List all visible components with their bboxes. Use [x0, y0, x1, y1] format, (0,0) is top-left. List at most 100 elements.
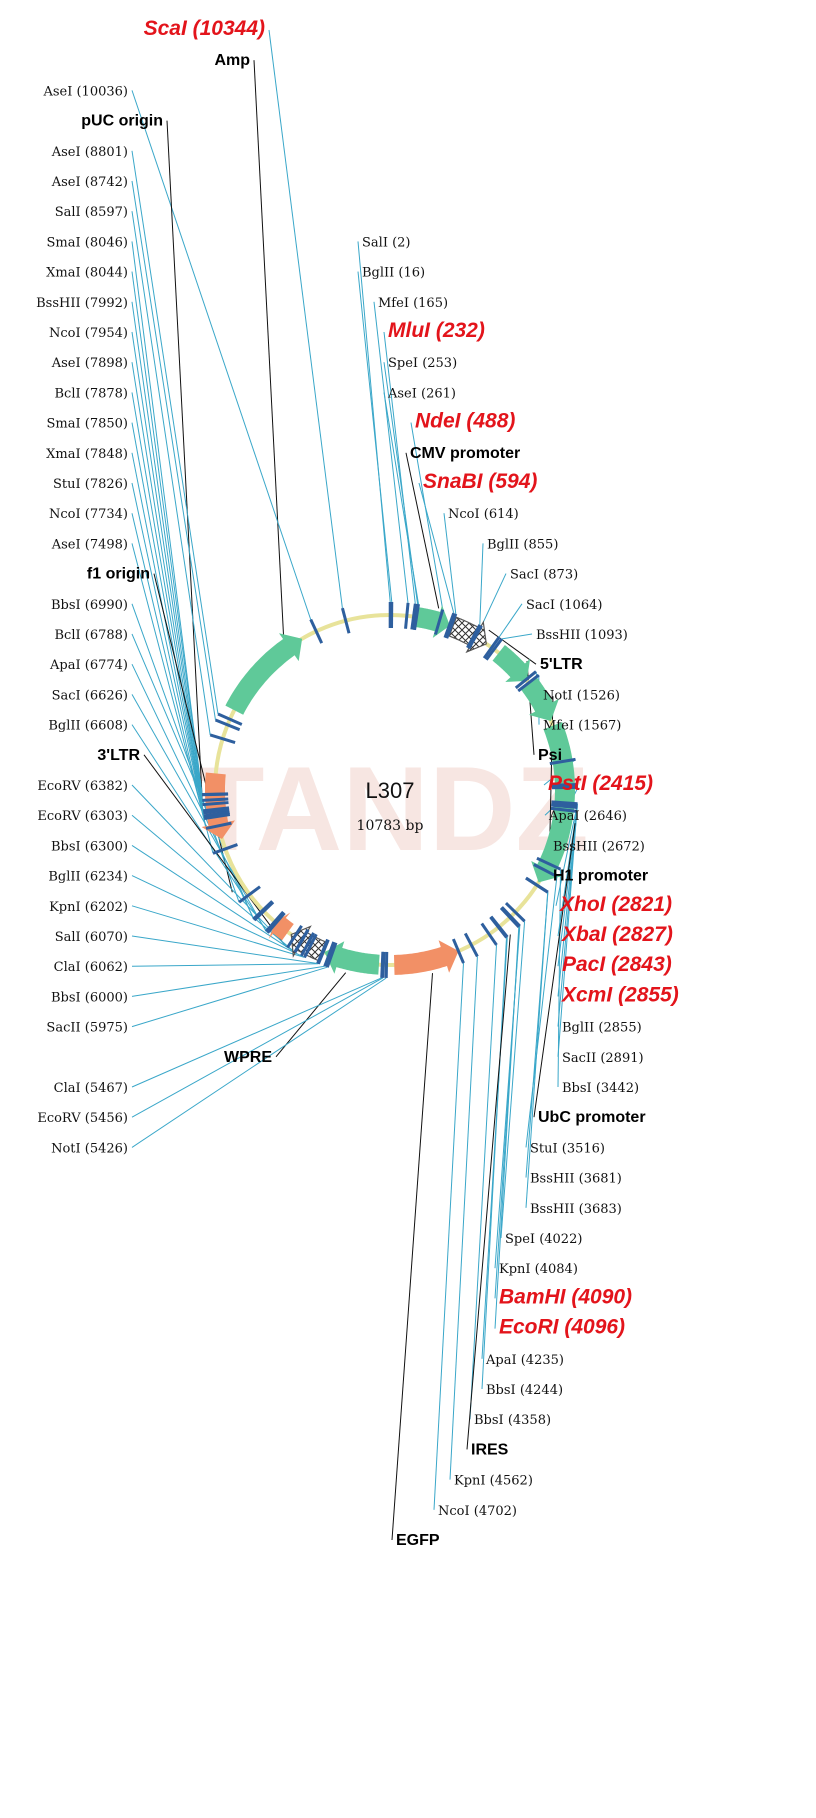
site-label-smai-7850: SmaI (7850) [47, 417, 128, 432]
leader-line-asei-10036 [131, 90, 312, 620]
site-tick-bbsi-6990 [238, 885, 261, 904]
site-label-mlui-232: MluI (232) [388, 319, 485, 342]
site-label-bglii-6234: BglII (6234) [48, 870, 128, 885]
leader-line-ires [466, 934, 511, 1450]
site-label-asei-7498: AseI (7498) [51, 537, 128, 552]
leader-line-wpre [275, 972, 347, 1058]
site-tick-bbsi-4358 [480, 922, 498, 946]
site-label-snabi-594: SnaBI (594) [423, 470, 537, 493]
feature-label-ubc-promoter: UbC promoter [538, 1109, 646, 1126]
leader-line-ncoi-614 [443, 513, 457, 614]
site-label-sacii-2891: SacII (2891) [562, 1051, 644, 1066]
feature-label-wpre: WPRE [224, 1049, 272, 1066]
site-tick-spei-4022 [504, 902, 526, 923]
site-tick-noti-1526 [514, 670, 537, 690]
leader-line-kpni-4562 [449, 956, 478, 1480]
site-label-bsshii-3683: BssHII (3683) [530, 1202, 622, 1217]
leader-line-bsshii-1093 [501, 633, 533, 640]
site-tick-saci-1064 [482, 636, 501, 660]
site-label-sali-2: SalI (2) [362, 235, 411, 250]
site-tick-apai-2646 [551, 783, 578, 787]
leader-line-5-ltr [488, 629, 537, 665]
site-label-bsshii-1093: BssHII (1093) [536, 628, 628, 643]
site-label-sali-8597: SalI (8597) [55, 205, 128, 220]
leader-line-xmai-8044 [131, 271, 203, 795]
site-label-scai-10344: ScaI (10344) [144, 17, 265, 40]
site-label-clai-5467: ClaI (5467) [54, 1081, 128, 1096]
site-label-bbsi-4358: BbsI (4358) [474, 1413, 551, 1428]
leader-line-sacii-2891 [557, 811, 578, 1057]
site-tick-bsshii-3683 [525, 876, 549, 894]
site-tick-bbsi-6000 [323, 941, 336, 967]
leader-line-bbsi-4358 [469, 944, 497, 1420]
plasmid-name: L307 [366, 778, 415, 803]
leader-line-xhoi-2821 [555, 803, 578, 906]
leader-line-amp [253, 60, 284, 636]
site-tick-kpni-6202 [303, 933, 318, 959]
site-label-noti-1526: NotI (1526) [543, 688, 620, 703]
feature-label-5-ltr: 5'LTR [540, 656, 583, 673]
site-label-bsshii-3681: BssHII (3681) [530, 1172, 622, 1187]
site-tick-bcli-7878 [203, 808, 230, 815]
site-tick-psti-2415 [549, 757, 576, 766]
leader-line-bbsi-3442 [557, 869, 561, 1088]
site-label-bcli-6788: BclI (6788) [55, 628, 129, 643]
site-tick-xmai-8044 [202, 792, 229, 797]
feature-psi [492, 645, 531, 682]
leader-line-ubc-promoter [533, 823, 576, 1118]
leader-line-xmai-7848 [131, 452, 205, 817]
site-tick-ecorv-5456 [381, 951, 386, 978]
site-label-xmai-8044: XmaI (8044) [46, 266, 128, 281]
site-tick-ecorv-6382 [286, 924, 303, 949]
leader-line-clai-5467 [131, 977, 382, 1088]
feature-5-ltr [448, 616, 487, 654]
site-tick-bglii-2855 [551, 803, 578, 809]
site-tick-asei-7498 [212, 843, 238, 855]
site-tick-mfei-1567 [517, 673, 540, 693]
site-label-asei-10036: AseI (10036) [42, 84, 128, 99]
site-tick-bbsi-3442 [536, 856, 562, 871]
site-label-xhoi-2821: XhoI (2821) [559, 893, 672, 916]
site-tick-bbsi-6300 [293, 929, 310, 954]
site-label-mfei-1567: MfeI (1567) [543, 719, 621, 734]
leader-line-bsshii-3683 [525, 892, 549, 1208]
feature-label-ires: IRES [471, 1441, 509, 1458]
leader-line-bglii-16 [357, 271, 393, 603]
site-label-stui-3516: StuI (3516) [530, 1141, 605, 1156]
site-tick-saci-6626 [265, 910, 285, 933]
site-tick-asei-7898 [202, 806, 230, 813]
site-label-bamhi-4090: BamHI (4090) [499, 1285, 632, 1308]
site-label-ndei-488: NdeI (488) [415, 410, 515, 433]
site-label-ncoi-7954: NcoI (7954) [49, 326, 128, 341]
site-label-mfei-165: MfeI (165) [378, 296, 448, 311]
site-label-bbsi-6000: BbsI (6000) [51, 990, 128, 1005]
site-label-bbsi-3442: BbsI (3442) [562, 1081, 639, 1096]
site-label-apai-2646: ApaI (2646) [548, 809, 627, 824]
leader-line-saci-6626 [131, 694, 267, 932]
site-tick-scai-10344 [340, 607, 351, 634]
leader-line-ecori-4096 [494, 926, 520, 1329]
plasmid-size: 10783 bp [357, 818, 424, 834]
site-tick-kpni-4562 [463, 932, 479, 958]
leader-line-egfp [391, 973, 433, 1541]
leader-line-kpni-6202 [131, 905, 305, 958]
site-label-kpni-4562: KpnI (4562) [454, 1474, 533, 1489]
site-tick-apai-6774 [253, 901, 275, 922]
site-label-bcli-7878: BclI (7878) [55, 386, 129, 401]
site-label-kpni-4084: KpnI (4084) [499, 1262, 578, 1277]
site-tick-saci-873 [467, 625, 483, 650]
site-tick-sali-8597 [209, 733, 236, 745]
watermark: TANDZ [191, 742, 589, 876]
site-label-sacii-5975: SacII (5975) [46, 1021, 128, 1036]
feature-label-egfp: EGFP [396, 1532, 440, 1549]
leader-line-bglii-855 [479, 543, 484, 625]
feature-amp [225, 633, 303, 715]
site-label-smai-8046: SmaI (8046) [47, 235, 128, 250]
leader-line-ecorv-5456 [131, 977, 384, 1118]
site-label-ecorv-6303: EcoRV (6303) [37, 809, 128, 824]
leader-line-asei-8801 [131, 150, 219, 715]
feature-label-h1-promoter: H1 promoter [553, 868, 648, 885]
site-label-bbsi-6300: BbsI (6300) [51, 839, 128, 854]
site-label-ecori-4096: EcoRI (4096) [499, 1316, 625, 1339]
site-label-ncoi-7734: NcoI (7734) [49, 507, 128, 522]
